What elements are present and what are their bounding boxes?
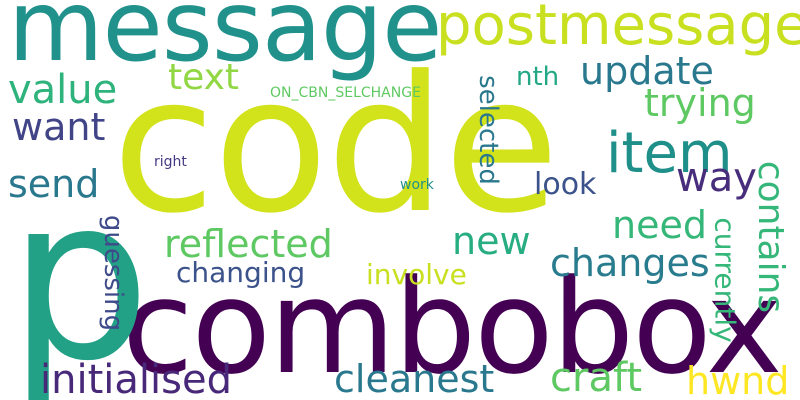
word-update: update (580, 49, 714, 93)
word-want: want (12, 105, 106, 149)
word-message: message (8, 0, 442, 84)
word-reflected: reflected (164, 222, 333, 266)
word-changes: changes (550, 241, 710, 285)
word-send: send (8, 162, 100, 206)
word-contains: contains (750, 160, 792, 314)
word-hwnd: hwnd (686, 359, 790, 400)
word-cleanest: cleanest (334, 357, 495, 400)
word-need: need (612, 203, 707, 247)
word-on-cbn-selchange: ON_CBN_SELCHANGE (270, 85, 421, 101)
word-trying: trying (644, 81, 756, 125)
word-new: new (452, 219, 531, 263)
word-text: text (168, 57, 240, 98)
word-nth: nth (516, 62, 560, 92)
word-currently: currently (708, 217, 742, 343)
word-way: way (676, 155, 757, 201)
word-initialised: initialised (40, 357, 232, 400)
word-look: look (534, 167, 597, 202)
word-combobox: combobox (122, 251, 783, 400)
word-guessing: guessing (98, 214, 129, 332)
word-involve: involve (366, 258, 467, 291)
word-changing: changing (176, 256, 306, 289)
word-item: item (606, 121, 733, 186)
word-work: work (400, 177, 434, 193)
word-p: p (8, 149, 151, 400)
word-craft: craft (550, 355, 643, 400)
word-selected: selected (472, 75, 503, 185)
word-code: code (112, 36, 559, 255)
word-value: value (8, 67, 118, 113)
word-right: right (154, 154, 187, 170)
word-postmessage: postmessage (436, 0, 800, 58)
